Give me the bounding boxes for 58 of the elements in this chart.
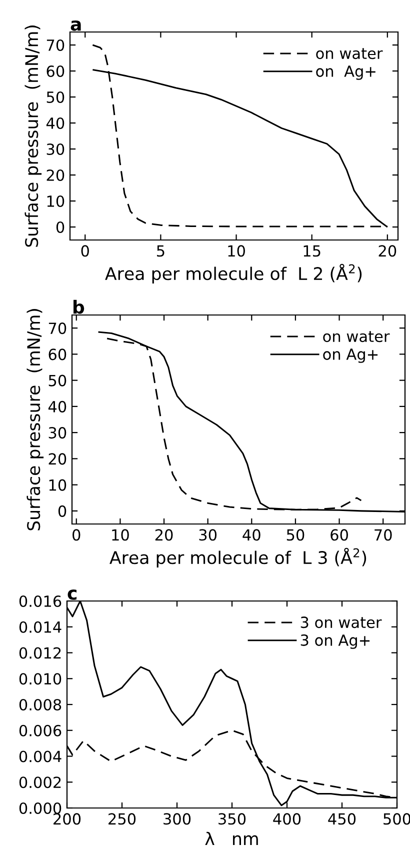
y-tick-label: 70 xyxy=(48,322,66,334)
legend-label: on water xyxy=(316,48,383,60)
x-tick-label: 20 xyxy=(155,529,173,541)
legend-label: on Ag+ xyxy=(323,348,378,363)
x-tick-label: 20 xyxy=(378,245,396,257)
legend-label: on water xyxy=(323,331,390,342)
x-tick-label: 50 xyxy=(286,529,304,541)
x-tick-label: 0 xyxy=(81,245,89,257)
y-tick-label: 20 xyxy=(46,169,64,182)
x-tick-label: 60 xyxy=(330,529,348,541)
x-tick-label: 70 xyxy=(374,529,392,541)
y-tick-label: 0.000 xyxy=(19,802,62,814)
x-tick-label: 450 xyxy=(328,813,356,825)
y-tick-label: 0 xyxy=(58,505,66,517)
legend-label: 3 on water xyxy=(300,616,382,628)
x-tick-label: 300 xyxy=(164,813,191,825)
x-tick-label: 30 xyxy=(199,529,217,541)
x-tick-label: 400 xyxy=(273,813,301,825)
chart-title: b xyxy=(74,300,84,314)
x-axis-title: λ nm xyxy=(205,832,258,846)
y-tick-label: 0.002 xyxy=(19,776,61,788)
y-tick-label: 0.004 xyxy=(19,750,62,762)
x-tick-label: 350 xyxy=(218,813,246,825)
x-tick-label: 200 xyxy=(54,813,81,825)
y-axis-title: Surface pressure (mN/m) xyxy=(24,26,42,247)
y-tick-label: 40 xyxy=(46,117,64,130)
y-tick-label: 60 xyxy=(48,348,66,360)
legend-label: on Ag+ xyxy=(316,66,376,80)
y-tick-label: 50 xyxy=(46,91,64,104)
y-tick-label: 0 xyxy=(56,221,64,234)
x-tick-label: 0 xyxy=(72,529,80,541)
y-tick-label: 40 xyxy=(48,400,66,412)
x-tick-label: 10 xyxy=(228,245,245,257)
y-axis-title: Surface pressure (mN/m) xyxy=(26,309,44,530)
x-tick-label: 15 xyxy=(304,245,320,257)
x-tick-label: 10 xyxy=(112,529,129,541)
x-tick-label: 40 xyxy=(242,529,260,541)
y-tick-label: 0.014 xyxy=(19,621,62,633)
y-tick-label: 30 xyxy=(48,427,66,439)
y-tick-label: 0.008 xyxy=(19,698,62,711)
chart-title: c xyxy=(68,590,76,600)
y-tick-label: 0.012 xyxy=(19,647,61,659)
y-tick-label: 0.016 xyxy=(19,595,62,608)
y-tick-label: 50 xyxy=(48,374,66,386)
y-tick-label: 0.006 xyxy=(19,724,62,736)
y-tick-label: 30 xyxy=(46,143,64,156)
legend-label: 3 on Ag+ xyxy=(300,634,370,649)
chart-title: a xyxy=(70,20,81,31)
y-tick-label: 10 xyxy=(47,195,64,208)
x-tick-label: 5 xyxy=(157,245,164,257)
y-tick-label: 60 xyxy=(46,65,64,78)
y-tick-label: 20 xyxy=(48,453,66,465)
x-axis-title: Area per molecule of L 3 (Å$^{2}$) xyxy=(110,548,366,568)
y-tick-label: 70 xyxy=(46,39,64,52)
y-tick-label: 10 xyxy=(49,479,66,491)
x-tick-label: 250 xyxy=(108,813,136,825)
y-tick-label: 0.010 xyxy=(19,673,62,685)
x-axis-title: Area per molecule of L 2 (Å$^{2}$) xyxy=(105,264,362,284)
